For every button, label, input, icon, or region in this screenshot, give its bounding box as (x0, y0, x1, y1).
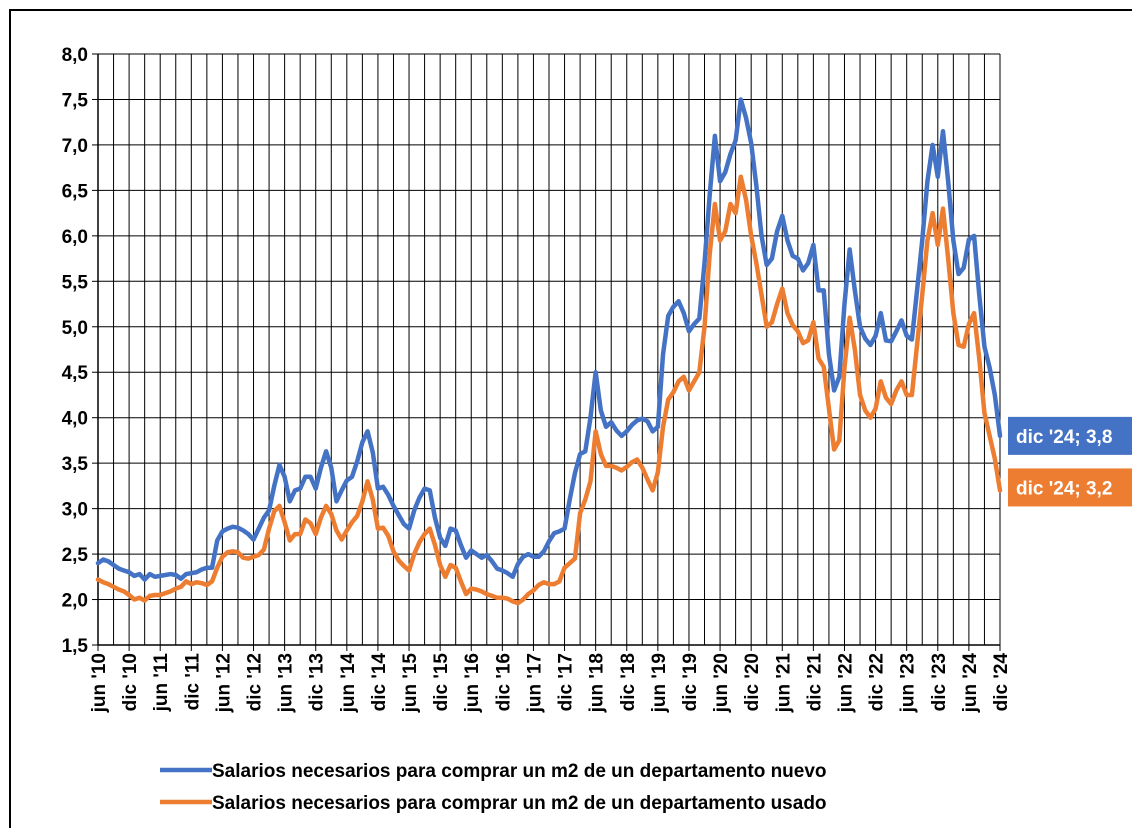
y-tick-label: 7,5 (62, 90, 89, 111)
x-tick-label: dic '12 (245, 653, 266, 711)
x-tick-label: dic '17 (556, 653, 577, 711)
end-label-box (1008, 416, 1132, 455)
x-tick-label: jun '14 (338, 653, 359, 714)
series-line (95, 97, 1003, 582)
x-tick-label: jun '15 (400, 653, 421, 714)
frame (9, 9, 1132, 828)
x-tick-label: dic '10 (120, 653, 141, 711)
x-tick-label: dic '23 (929, 653, 950, 711)
y-tick-label: 4,0 (62, 409, 88, 430)
x-tick-label: jun '23 (898, 653, 919, 713)
x-tick-label: jun '21 (773, 653, 794, 714)
y-tick-label: 1,5 (62, 636, 89, 657)
y-tick-label: 7,0 (62, 136, 88, 157)
y-tick-label: 6,0 (62, 227, 88, 248)
series-line (95, 174, 1003, 606)
end-label-box (1008, 468, 1132, 507)
x-tick-label: dic '15 (431, 653, 452, 712)
x-tick-label: jun '16 (462, 653, 483, 713)
end-label: dic '24; 3,8 (1016, 427, 1112, 448)
x-tick-label: jun '19 (649, 653, 670, 713)
y-tick-label: 3,0 (62, 500, 88, 521)
y-tick-label: 4,5 (62, 363, 89, 384)
x-tick-label: jun '18 (587, 653, 608, 713)
x-tick-label: dic '20 (742, 653, 763, 711)
x-tick-label: dic '13 (307, 653, 328, 711)
x-tick-label: dic '21 (804, 653, 825, 712)
x-tick-label: jun '12 (213, 653, 234, 713)
x-tick-label: dic '14 (369, 653, 390, 712)
y-tick-label: 5,5 (62, 272, 89, 293)
x-tick-label: jun '10 (89, 653, 110, 713)
y-tick-label: 8,0 (62, 45, 88, 66)
end-label: dic '24; 3,2 (1016, 478, 1112, 499)
y-tick-label: 2,0 (62, 591, 88, 612)
x-tick-label: jun '11 (151, 653, 172, 713)
y-tick-label: 5,0 (62, 318, 88, 339)
y-tick-label: 3,5 (62, 454, 89, 475)
x-tick-label: jun '24 (960, 653, 981, 714)
y-tick-label: 6,5 (62, 181, 89, 202)
x-tick-label: dic '11 (182, 653, 203, 711)
legend-label: Salarios necesarios para comprar un m2 d… (212, 793, 827, 814)
x-tick-label: jun '13 (276, 653, 297, 713)
x-tick-label: dic '19 (680, 653, 701, 711)
x-tick-label: dic '18 (618, 653, 639, 711)
legend-label: Salarios necesarios para comprar un m2 d… (212, 761, 827, 782)
x-tick-label: jun '22 (835, 653, 856, 713)
x-tick-label: jun '17 (524, 653, 545, 713)
x-tick-label: jun '20 (711, 653, 732, 713)
x-tick-label: dic '24 (991, 653, 1012, 712)
x-tick-label: dic '16 (493, 653, 514, 711)
x-tick-label: dic '22 (867, 653, 888, 711)
y-tick-label: 2,5 (62, 545, 89, 566)
